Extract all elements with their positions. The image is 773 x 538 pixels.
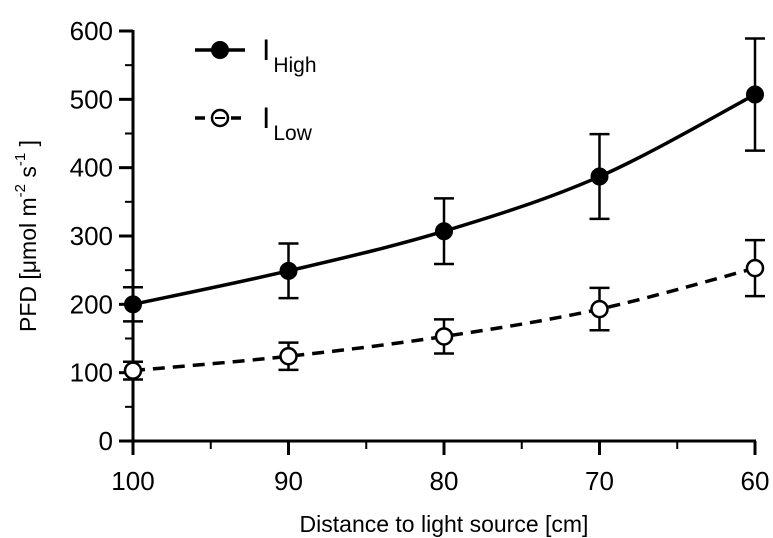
data-point [125, 296, 141, 312]
data-point [747, 87, 763, 103]
legend-label: I Low [262, 102, 313, 145]
y-ticks: 0 100 200 300 400 500 600 [70, 16, 133, 456]
y-axis-title-exp1: -2 [12, 184, 29, 197]
y-axis-title-mid: s [15, 166, 41, 184]
data-point [281, 263, 297, 279]
x-tick-label: 100 [111, 466, 154, 496]
x-tick-label: 70 [585, 466, 614, 496]
y-tick-label: 600 [70, 16, 113, 46]
x-axis-title: Distance to light source [cm] [300, 511, 589, 537]
data-point [436, 223, 452, 239]
y-tick-label: 200 [70, 289, 113, 319]
series-high [123, 39, 765, 322]
legend-label-main: I [262, 34, 270, 67]
y-axis-title: PFD [μmol m-2 s-1 ] [12, 140, 41, 332]
y-tick-label: 100 [70, 358, 113, 388]
legend-label-sub: High [273, 54, 316, 77]
data-point [125, 363, 141, 379]
axes: 0 100 200 300 400 500 600 100 90 80 70 60 [70, 16, 770, 496]
legend-label: I High [262, 34, 317, 77]
x-ticks: 100 90 80 70 60 [111, 441, 769, 496]
y-tick-label: 300 [70, 221, 113, 251]
legend-label-sub: Low [273, 122, 312, 145]
x-tick-label: 80 [430, 466, 459, 496]
y-tick-label: 400 [70, 153, 113, 183]
data-point [592, 301, 608, 317]
legend-item-low: I Low [195, 102, 313, 145]
y-axis-title-exp2: -1 [12, 153, 29, 166]
legend-item-high: I High [195, 34, 317, 77]
y-axis-title-prefix: PFD [μmol m [15, 197, 41, 332]
data-point [281, 348, 297, 364]
y-tick-label: 0 [99, 426, 113, 456]
y-axis-title-suffix: ] [15, 140, 41, 153]
data-point [436, 328, 452, 344]
y-tick-label: 500 [70, 84, 113, 114]
data-point [592, 169, 608, 185]
series-layer [123, 39, 765, 380]
legend-marker [212, 42, 228, 58]
x-tick-label: 90 [274, 466, 303, 496]
x-tick-label: 60 [741, 466, 770, 496]
legend-label-main: I [262, 102, 270, 135]
data-point [747, 260, 763, 276]
